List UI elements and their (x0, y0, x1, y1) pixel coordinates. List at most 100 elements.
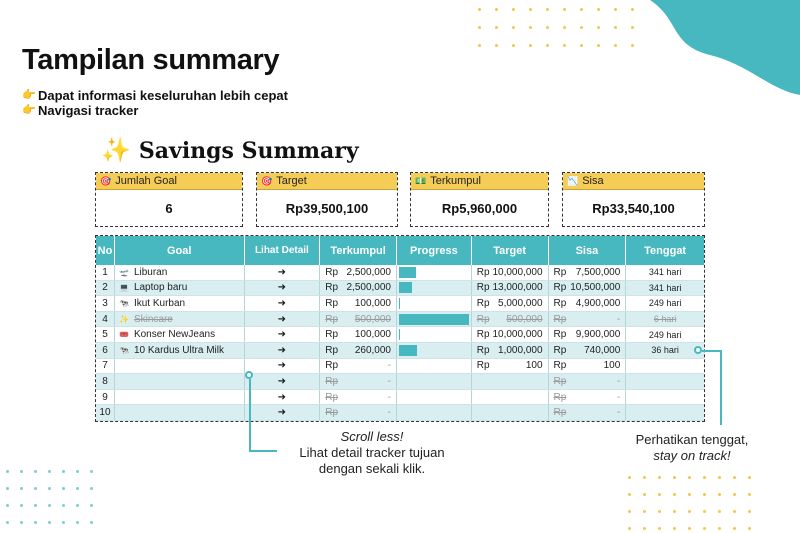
header-goal: Goal (115, 236, 245, 265)
decorative-dot (34, 487, 37, 490)
sisa-cell: Rp - (549, 405, 627, 420)
target-cell (472, 374, 549, 389)
header-terkumpul: Terkumpul (320, 236, 398, 265)
detail-link-button[interactable]: ➜ (245, 374, 321, 389)
header-lihat-detail: Lihat Detail (245, 236, 321, 265)
sisa-cell: Rp 7,500,000 (549, 265, 627, 280)
annotation-line-3: dengan sekali klik. (318, 461, 426, 476)
decorative-dot (628, 527, 631, 530)
decorative-dot (748, 476, 751, 479)
bullet-item: 👉 Dapat informasi keseluruhan lebih cepa… (22, 88, 288, 103)
goal-name: Ikut Kurban (133, 297, 186, 309)
row-number: 3 (96, 296, 115, 311)
pointing-hand-icon: 👉 (22, 89, 36, 101)
bullet-text: Navigasi tracker (38, 103, 139, 118)
currency-label: Rp (325, 360, 339, 372)
tenggat-cell (626, 390, 704, 405)
decorative-dot (733, 510, 736, 513)
currency-label: Rp (325, 313, 339, 325)
annotation-line-1: Scroll less! (340, 429, 404, 444)
chart-down-icon: 📉 (567, 175, 579, 186)
card-value: Rp33,540,100 (592, 200, 675, 216)
terkumpul-cell: Rp - (320, 389, 397, 405)
progress-bar (399, 313, 469, 325)
decorative-dot (748, 493, 751, 496)
annotation-line (248, 379, 251, 451)
detail-link-button[interactable]: ➜ (245, 405, 321, 420)
decorative-dot (614, 44, 617, 47)
decorative-dot (673, 527, 676, 530)
sisa-cell: Rp - (549, 374, 627, 389)
target-cell: Rp 10,000,000 (472, 327, 549, 342)
decorative-dot (580, 26, 583, 29)
progress-cell (397, 405, 472, 420)
detail-link-button[interactable]: ➜ (245, 342, 321, 358)
currency-label: Rp (476, 266, 490, 278)
terkumpul-value: - (387, 391, 391, 403)
row-number: 7 (96, 358, 115, 374)
terkumpul-cell: Rp - (320, 405, 397, 420)
bullet-text: Dapat informasi keseluruhan lebih cepat (38, 88, 288, 103)
decorative-dot (597, 26, 600, 29)
target-value: 100 (525, 360, 543, 372)
detail-link-button[interactable]: ➜ (245, 296, 321, 311)
decorative-dot (62, 470, 65, 473)
row-number: 1 (96, 265, 115, 280)
currency-label: Rp (325, 391, 339, 403)
decorative-dot (580, 8, 583, 11)
decorative-dot (614, 26, 617, 29)
terkumpul-cell: Rp 100,000 (320, 296, 397, 311)
decorative-dot (718, 510, 721, 513)
currency-label: Rp (553, 344, 567, 356)
decorative-dot (6, 470, 9, 473)
progress-cell (397, 389, 472, 405)
progress-cell (397, 265, 472, 280)
feature-bullets: 👉 Dapat informasi keseluruhan lebih cepa… (22, 88, 288, 118)
decorative-dots-top (478, 8, 648, 47)
table-row: 8 ➜ Rp - Rp - (96, 374, 704, 390)
goal-cell (115, 405, 245, 420)
currency-label: Rp (553, 297, 567, 309)
annotation-marker (245, 371, 253, 379)
decorative-dot (628, 510, 631, 513)
sisa-cell: Rp 100 (549, 358, 627, 374)
currency-label: Rp (553, 329, 567, 341)
decorative-dot (580, 44, 583, 47)
savings-table: No Goal Lihat Detail Terkumpul Progress … (95, 235, 705, 422)
terkumpul-value: - (387, 375, 391, 387)
currency-label: Rp (553, 266, 567, 278)
target-cell (472, 389, 549, 405)
target-cell: Rp 500,000 (472, 311, 549, 327)
terkumpul-value: - (387, 407, 391, 419)
decorative-dot (34, 470, 37, 473)
annotation-line (248, 450, 277, 452)
cow-icon: 🐄 (118, 345, 129, 355)
detail-link-button[interactable]: ➜ (245, 265, 321, 280)
goal-cell: ✨ Skincare (115, 311, 245, 327)
annotation-line-2: Lihat detail tracker tujuan (299, 445, 445, 460)
detail-link-button[interactable]: ➜ (245, 311, 321, 327)
decorative-dot (529, 8, 532, 11)
tenggat-cell (626, 405, 704, 420)
card-label: Target (276, 175, 307, 187)
annotation-marker (694, 346, 702, 354)
card-terkumpul: 💵 Terkumpul Rp5,960,000 (410, 172, 549, 227)
progress-cell (397, 374, 472, 389)
decorative-dot (748, 527, 751, 530)
row-number: 10 (96, 405, 115, 420)
detail-link-button[interactable]: ➜ (245, 389, 321, 405)
detail-link-button[interactable]: ➜ (245, 327, 321, 342)
decorative-dot (733, 493, 736, 496)
detail-link-button[interactable]: ➜ (245, 358, 321, 374)
plane-icon: 🛫 (118, 267, 129, 277)
table-row: 3 🐄 Ikut Kurban ➜ Rp 100,000 Rp 5,000,000 Rp 4,90… (96, 296, 704, 312)
goal-cell (115, 389, 245, 405)
decorative-dot (76, 521, 79, 524)
decorative-dot (658, 510, 661, 513)
detail-link-button[interactable]: ➜ (245, 280, 321, 296)
card-value: 6 (165, 200, 173, 216)
decorative-dot (546, 8, 549, 11)
table-row: 6 🐄 10 Kardus Ultra Milk ➜ Rp 260,000 Rp 1,000,… (96, 342, 704, 359)
header-target: Target (472, 236, 549, 265)
target-value: 13,000,000 (492, 282, 543, 294)
